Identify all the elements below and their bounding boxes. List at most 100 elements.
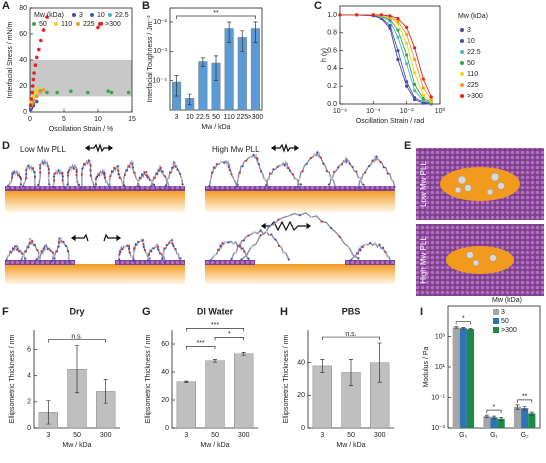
error-bar xyxy=(529,411,534,416)
atom xyxy=(128,251,131,254)
atom xyxy=(57,169,60,172)
atom xyxy=(253,230,256,234)
x-tick-label: 10 xyxy=(94,116,102,123)
legend-swatch xyxy=(493,309,499,315)
polymer-chains xyxy=(5,150,396,263)
atom xyxy=(325,169,329,173)
atom xyxy=(38,260,42,263)
atom xyxy=(135,178,139,181)
significance-bracket xyxy=(455,321,471,325)
point xyxy=(69,89,73,93)
atom xyxy=(117,169,120,172)
atom xyxy=(24,250,28,253)
x-axis-label: Mw / kDa xyxy=(201,124,230,131)
atom xyxy=(228,169,231,172)
atom xyxy=(295,177,298,181)
y-tick-label: 0 xyxy=(165,425,169,432)
atom xyxy=(337,166,340,169)
atom xyxy=(266,177,269,180)
atom xyxy=(272,168,275,171)
atom xyxy=(66,171,70,174)
atom xyxy=(276,165,279,168)
y-tick-label: 10⁻³ xyxy=(153,48,167,55)
atom xyxy=(124,245,127,248)
atom xyxy=(223,161,226,164)
legend-swatch xyxy=(460,50,464,54)
atom xyxy=(50,259,54,263)
atom xyxy=(110,170,113,173)
illustration-title: High Mw PLL xyxy=(419,236,428,284)
chain xyxy=(118,244,135,262)
point xyxy=(379,13,383,17)
atom xyxy=(24,257,27,260)
bar xyxy=(483,416,491,428)
atom xyxy=(32,167,35,170)
atom xyxy=(61,175,64,178)
atom-layer xyxy=(205,186,395,191)
atom xyxy=(209,177,212,181)
atom xyxy=(103,176,107,179)
chain xyxy=(208,159,238,187)
molecule-cluster xyxy=(454,172,505,267)
atom xyxy=(362,183,365,186)
atom xyxy=(356,252,360,255)
atom xyxy=(47,177,50,180)
point xyxy=(36,86,40,91)
panel-label: I xyxy=(420,306,423,318)
atom xyxy=(177,252,180,255)
atom xyxy=(219,161,222,164)
bar xyxy=(521,408,529,428)
atom xyxy=(232,242,235,246)
x-tick-label: 5 xyxy=(62,116,66,123)
atom xyxy=(131,160,134,164)
legend-title: Mw (kDa) xyxy=(458,13,488,20)
x-tick-label: 3 xyxy=(175,114,179,121)
panel-label: G xyxy=(142,306,151,318)
atom xyxy=(20,252,23,255)
atom xyxy=(381,246,385,249)
atom xyxy=(270,233,273,236)
atom xyxy=(133,171,136,175)
significance-label: n.s. xyxy=(345,331,356,338)
atom xyxy=(12,171,15,174)
atom xyxy=(157,248,160,251)
plot-frame xyxy=(339,5,441,105)
y-tick-label: 10⁻³ xyxy=(431,425,445,432)
atom xyxy=(163,175,166,178)
x-tick-label: 3 xyxy=(184,432,188,439)
atom xyxy=(51,186,55,189)
x-tick-label: 50 xyxy=(211,432,219,439)
atom xyxy=(259,234,262,237)
atom xyxy=(235,185,238,188)
point xyxy=(413,82,417,86)
point xyxy=(413,96,417,100)
atom xyxy=(37,253,41,257)
atom xyxy=(371,159,374,162)
point xyxy=(31,77,36,82)
atom xyxy=(72,167,75,170)
legend-swatch xyxy=(493,327,499,333)
atom xyxy=(52,175,56,178)
legend-title: Mw (kDa) xyxy=(34,12,64,19)
atom xyxy=(80,186,83,189)
atom xyxy=(386,255,389,258)
y-tick-label: 10⁻⁴ xyxy=(153,78,168,85)
x-tick-label: 10⁰ xyxy=(435,107,446,115)
atom xyxy=(44,246,47,250)
y-axis-label: Interfacial Toughness / Jm⁻² xyxy=(147,15,154,103)
point xyxy=(396,57,400,62)
atom xyxy=(133,247,136,250)
atom xyxy=(166,177,169,180)
illustration-title: Low Mw PLL xyxy=(20,145,66,154)
atom xyxy=(274,238,277,241)
atom xyxy=(158,252,162,255)
atom xyxy=(29,164,32,168)
atom xyxy=(152,247,155,250)
x-tick-label: 0 xyxy=(28,116,32,123)
atom xyxy=(44,163,48,166)
point xyxy=(396,19,400,23)
atom xyxy=(320,220,323,223)
atom xyxy=(119,250,122,253)
atom xyxy=(359,176,362,179)
y-axis-label: Interfacial Stress / mN/m xyxy=(7,22,14,99)
